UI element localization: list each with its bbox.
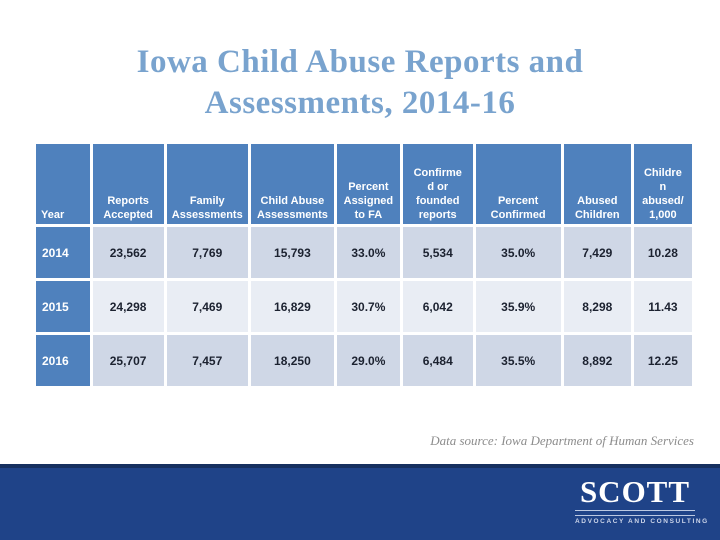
cell-child-abuse-assessments: 16,829: [251, 281, 334, 332]
year-cell: 2016: [36, 335, 90, 386]
column-header-percent-confirmed: Percent Confirmed: [475, 144, 561, 224]
cell-percent-confirmed: 35.5%: [475, 335, 561, 386]
column-header-children-abused-per-1000: Childre n abused/ 1,000: [633, 144, 692, 224]
scott-logo: SCOTT ADVOCACY AND CONSULTING: [575, 474, 709, 525]
cell-abused-children: 8,298: [563, 281, 631, 332]
table-row-2015: 2015 24,298 7,469 16,829 30.7% 6,042 35.…: [36, 281, 692, 332]
data-table-container: Year Reports Accepted Family Assessments…: [33, 141, 695, 389]
table-header-row: Year Reports Accepted Family Assessments…: [36, 144, 692, 224]
column-header-confirmed-founded-reports: Confirme d or founded reports: [402, 144, 473, 224]
cell-confirmed-founded-reports: 6,042: [402, 281, 473, 332]
table-row-2016: 2016 25,707 7,457 18,250 29.0% 6,484 35.…: [36, 335, 692, 386]
cell-abused-children: 7,429: [563, 227, 631, 278]
column-header-child-abuse-assessments: Child Abuse Assessments: [251, 144, 334, 224]
cell-percent-assigned-to-fa: 30.7%: [336, 281, 400, 332]
column-header-year: Year: [36, 144, 90, 224]
cell-children-abused-per-1000: 12.25: [633, 335, 692, 386]
year-cell: 2015: [36, 281, 90, 332]
cell-percent-assigned-to-fa: 33.0%: [336, 227, 400, 278]
year-cell: 2014: [36, 227, 90, 278]
brand-bar: SCOTT ADVOCACY AND CONSULTING: [0, 464, 720, 540]
cell-family-assessments: 7,769: [166, 227, 249, 278]
table-row-2014: 2014 23,562 7,769 15,793 33.0% 5,534 35.…: [36, 227, 692, 278]
cell-reports-accepted: 24,298: [92, 281, 164, 332]
cell-abused-children: 8,892: [563, 335, 631, 386]
cell-children-abused-per-1000: 11.43: [633, 281, 692, 332]
cell-percent-assigned-to-fa: 29.0%: [336, 335, 400, 386]
scott-logo-wordmark: SCOTT: [579, 474, 691, 509]
cell-confirmed-founded-reports: 6,484: [402, 335, 473, 386]
cell-confirmed-founded-reports: 5,534: [402, 227, 473, 278]
cell-children-abused-per-1000: 10.28: [633, 227, 692, 278]
logo-divider-line: [575, 510, 695, 516]
column-header-family-assessments: Family Assessments: [166, 144, 249, 224]
column-header-abused-children: Abused Children: [563, 144, 631, 224]
cell-percent-confirmed: 35.9%: [475, 281, 561, 332]
child-abuse-data-table: Year Reports Accepted Family Assessments…: [33, 141, 695, 389]
cell-child-abuse-assessments: 15,793: [251, 227, 334, 278]
data-source-note: Data source: Iowa Department of Human Se…: [430, 433, 694, 448]
cell-child-abuse-assessments: 18,250: [251, 335, 334, 386]
cell-percent-confirmed: 35.0%: [475, 227, 561, 278]
cell-reports-accepted: 23,562: [92, 227, 164, 278]
scott-logo-tagline: ADVOCACY AND CONSULTING: [575, 518, 709, 525]
cell-family-assessments: 7,469: [166, 281, 249, 332]
column-header-percent-assigned-to-fa: Percent Assigned to FA: [336, 144, 400, 224]
slide-title: Iowa Child Abuse Reports and Assessments…: [136, 44, 584, 121]
column-header-reports-accepted: Reports Accepted: [92, 144, 164, 224]
cell-family-assessments: 7,457: [166, 335, 249, 386]
cell-reports-accepted: 25,707: [92, 335, 164, 386]
